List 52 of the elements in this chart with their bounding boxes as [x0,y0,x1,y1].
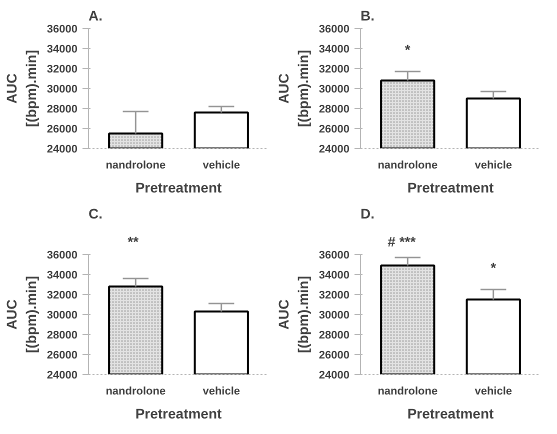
chart-title: C. [88,206,102,222]
y-axis-title: AUC [(bpm).min] [276,276,311,353]
x-axis-title: Pretreatment [407,406,494,422]
annotation: * [490,260,497,276]
x-tick-label: vehicle [474,160,512,172]
y-tick-label: 26000 [318,350,350,362]
y-tick-label: 34000 [318,270,350,282]
x-tick-label: nandrolone [106,386,166,398]
x-tick-label: vehicle [202,160,240,172]
y-tick-label: 36000 [318,250,350,262]
y-tick-label: 36000 [46,250,78,262]
chart-title: D. [360,206,374,222]
y-tick-label: 34000 [318,44,350,56]
y-tick-label: 26000 [46,124,78,136]
chart-title: A. [88,8,102,24]
y-tick-label: 32000 [318,290,350,302]
x-tick-label: nandrolone [378,386,438,398]
y-tick-label: 36000 [46,24,78,36]
y-tick-label: 34000 [46,270,78,282]
y-tick-label: 24000 [318,144,350,156]
y-tick-label: 24000 [46,144,78,156]
y-tick-label: 26000 [46,350,78,362]
text: ** [128,234,140,250]
y-tick-label: 28000 [46,104,78,116]
x-axis-title: Pretreatment [135,406,222,422]
y-axis-title: AUC [(bpm).min] [4,50,39,127]
y-tick-label: 32000 [46,64,78,76]
y-tick-label: 28000 [318,104,350,116]
x-axis-title: Pretreatment [407,180,494,196]
x-tick-label: nandrolone [106,160,166,172]
y-tick-label: 28000 [318,330,350,342]
y-tick-label: 30000 [318,310,350,322]
y-axis-title: AUC [(bpm).min] [4,276,39,353]
y-tick-label: 32000 [318,64,350,76]
y-tick-label: 30000 [46,84,78,96]
y-tick-label: 30000 [318,84,350,96]
y-tick-label: 36000 [318,24,350,36]
y-tick-label: 28000 [46,330,78,342]
y-axis-title: AUC [(bpm).min] [276,50,311,127]
x-tick-label: nandrolone [378,160,438,172]
x-tick-label: vehicle [202,386,240,398]
x-axis-title: Pretreatment [135,180,222,196]
chart-title: B. [360,8,374,24]
annotation: * [404,42,411,58]
y-tick-label: 30000 [46,310,78,322]
y-tick-label: 24000 [46,370,78,382]
y-tick-label: 24000 [318,370,350,382]
x-tick-label: vehicle [474,386,512,398]
text: # *** [388,234,416,250]
y-tick-label: 26000 [318,124,350,136]
y-tick-label: 32000 [46,290,78,302]
y-tick-label: 34000 [46,44,78,56]
